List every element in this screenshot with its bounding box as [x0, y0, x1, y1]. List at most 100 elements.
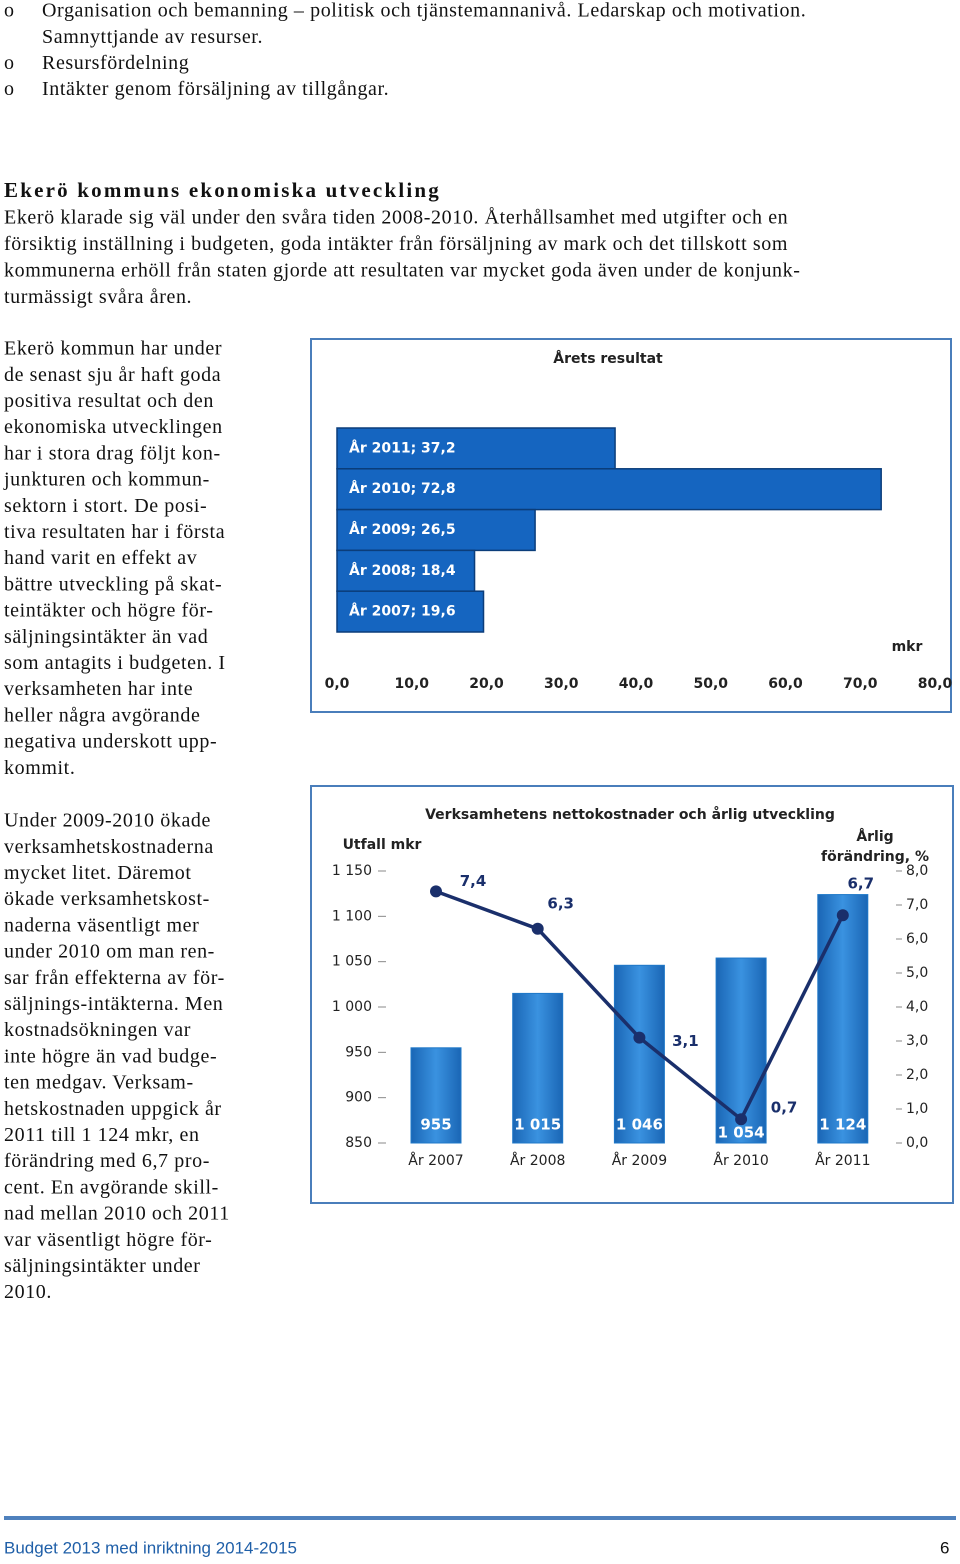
paragraph-line: förändring med 6,7 pro-	[4, 1150, 210, 1172]
bar-label: År 2007; 19,6	[349, 603, 456, 620]
page-number: 6	[940, 1538, 949, 1557]
paragraph-line: mycket litet. Däremot	[4, 862, 192, 884]
paragraph-line: verksamheten har inte	[4, 678, 193, 700]
paragraph-line: ökade verksamhetskost-	[4, 888, 210, 910]
paragraph-line: naderna väsentligt mer	[4, 914, 199, 936]
paragraph-line: som antagits i budgeten. I	[4, 652, 226, 674]
paragraph-line: turmässigt svåra åren.	[4, 286, 192, 308]
line-marker	[430, 885, 442, 898]
bar-value-label: 1 124	[819, 1116, 866, 1134]
paragraph-line: de senast sju år haft goda	[4, 364, 221, 386]
y2-tick-label: 2,0	[906, 1067, 928, 1083]
x-tick-label: 50,0	[693, 676, 728, 692]
bar	[336, 549, 476, 592]
y-tick-label: 1 150	[332, 863, 372, 879]
paragraph-line: teintäkter och högre för-	[4, 600, 214, 622]
x-tick-label: År 2007	[408, 1152, 463, 1169]
y2-tick-label: 7,0	[906, 897, 928, 913]
paragraph-line: positiva resultat och den	[4, 390, 214, 412]
bullet-text: Organisation och bemanning – politisk oc…	[42, 0, 806, 22]
line-marker	[633, 1031, 646, 1044]
bar	[613, 964, 665, 1144]
x-tick-label: 70,0	[843, 676, 878, 692]
bar-value-label: 955	[420, 1116, 451, 1134]
bar-value-label: 1 054	[718, 1124, 765, 1142]
y2-tick-label: 1,0	[906, 1101, 928, 1117]
bar-label: År 2008; 18,4	[349, 562, 456, 579]
bar-label: År 2011; 37,2	[349, 439, 456, 456]
bullet-marker: o	[4, 78, 15, 100]
paragraph-line: har i stora drag följt kon-	[4, 442, 221, 464]
paragraph-line: heller några avgörande	[4, 704, 200, 726]
paragraph-line: 2011 till 1 124 mkr, en	[4, 1124, 200, 1146]
y-tick-label: 900	[345, 1090, 372, 1106]
x-tick-label: År 2010	[713, 1152, 768, 1169]
line-value-label: 0,7	[771, 1099, 798, 1117]
chart-title: Verksamhetens nettokostnader och årlig u…	[425, 806, 835, 823]
chart-frame	[310, 785, 954, 1204]
bar	[336, 590, 485, 633]
paragraph-line: inte högre än vad budge-	[4, 1045, 217, 1067]
paragraph-line: Ekerö kommun har under	[4, 338, 222, 360]
paragraph-line: försiktig inställning i budgeten, goda i…	[4, 233, 788, 255]
x-tick-label: År 2009	[612, 1152, 667, 1169]
line-marker	[531, 922, 544, 935]
x-tick-label: År 2008	[510, 1152, 565, 1169]
bullet-marker: o	[4, 52, 15, 74]
y-tick-label: 1 100	[332, 908, 372, 924]
x-tick-label: 20,0	[469, 676, 504, 692]
paragraph-line: sar från effekterna av för-	[4, 967, 225, 989]
line-value-label: 3,1	[672, 1032, 699, 1050]
chart-title: Årets resultat	[553, 350, 663, 367]
section-heading: Ekerö kommuns ekonomiska utveckling	[4, 178, 441, 202]
bar-label: År 2009; 26,5	[349, 521, 456, 538]
y2-tick-label: 5,0	[906, 965, 928, 981]
bar	[817, 894, 869, 1144]
bar	[512, 992, 564, 1144]
paragraph-line: hand varit en effekt av	[4, 547, 197, 569]
footer-title: Budget 2013 med inriktning 2014-2015	[4, 1538, 297, 1557]
paragraph-line: sektorn i stort. De posi-	[4, 495, 207, 517]
bullet-text: Intäkter genom försäljning av tillgångar…	[42, 78, 389, 100]
paragraph-line: cent. En avgörande skill-	[4, 1176, 219, 1198]
paragraph-line: 2010.	[4, 1281, 52, 1303]
x-axis-unit: mkr	[892, 639, 923, 655]
x-tick-label: 30,0	[544, 676, 579, 692]
chart-frame	[310, 338, 952, 713]
x-tick-label: 0,0	[325, 676, 350, 692]
paragraph-line: bättre utveckling på skat-	[4, 573, 222, 595]
bar	[336, 468, 882, 511]
bar	[715, 957, 767, 1144]
paragraph-line: ekonomiska utvecklingen	[4, 416, 223, 438]
bullet-text: Samnyttjande av resurser.	[42, 26, 263, 48]
y2-tick-label: 6,0	[906, 931, 928, 947]
line-marker	[836, 909, 849, 922]
paragraph-line: negativa underskott upp-	[4, 731, 217, 753]
y2-tick-label: 3,0	[906, 1033, 928, 1049]
bullet-marker: o	[4, 0, 15, 22]
line-marker	[735, 1113, 748, 1126]
line-value-label: 6,3	[547, 894, 574, 912]
line-value-label: 7,4	[460, 872, 487, 890]
y-tick-label: 850	[345, 1135, 372, 1151]
paragraph-line: nad mellan 2010 och 2011	[4, 1203, 230, 1225]
paragraph-line: verksamhetskostnaderna	[4, 836, 214, 858]
bullet-text: Resursfördelning	[42, 52, 189, 74]
y-tick-label: 1 050	[332, 954, 372, 970]
paragraph-line: kommunerna erhöll från staten gjorde att…	[4, 259, 801, 281]
bar-label: År 2010; 72,8	[349, 480, 456, 497]
x-tick-label: År 2011	[815, 1152, 870, 1169]
bar-value-label: 1 015	[514, 1116, 561, 1134]
y2-tick-label: 8,0	[906, 863, 928, 879]
paragraph-line: säljnings-intäkterna. Men	[4, 993, 223, 1015]
paragraph-line: tiva resultaten har i första	[4, 521, 225, 543]
y2-tick-label: 4,0	[906, 999, 928, 1015]
x-tick-label: 60,0	[768, 676, 803, 692]
paragraph-line: säljningsintäkter under	[4, 1255, 201, 1277]
paragraph-line: junkturen och kommun-	[3, 469, 210, 491]
bar	[410, 1047, 462, 1144]
bar	[336, 427, 616, 470]
paragraph-line: kommit.	[4, 757, 75, 779]
